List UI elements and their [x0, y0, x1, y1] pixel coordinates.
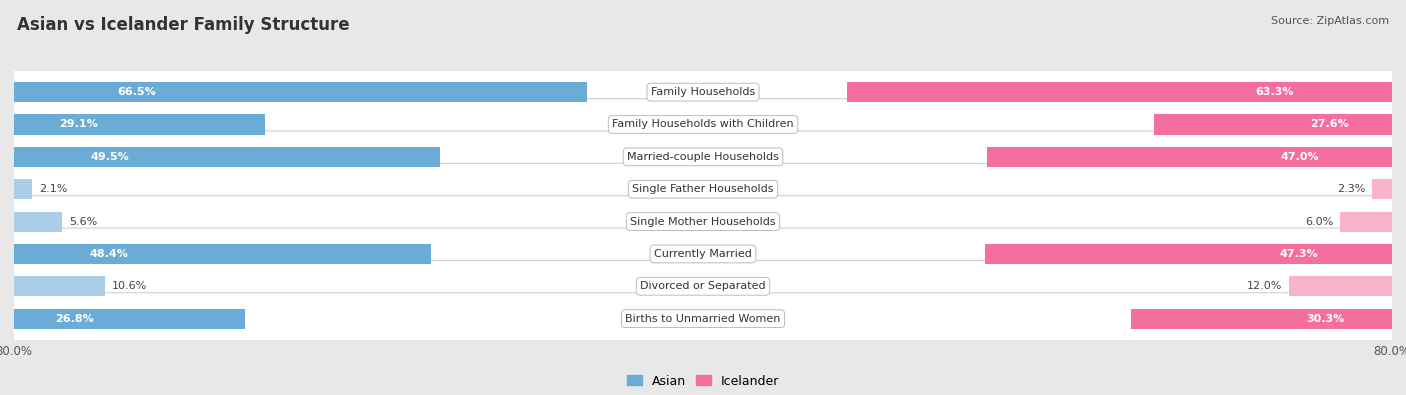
FancyBboxPatch shape [11, 293, 1395, 344]
Text: 63.3%: 63.3% [1256, 87, 1294, 97]
Text: Asian vs Icelander Family Structure: Asian vs Icelander Family Structure [17, 16, 350, 34]
Bar [14, 276, 105, 296]
Text: 27.6%: 27.6% [1310, 120, 1350, 130]
Text: Family Households with Children: Family Households with Children [612, 120, 794, 130]
Text: Married-couple Households: Married-couple Households [627, 152, 779, 162]
Bar [1372, 179, 1392, 199]
Text: Source: ZipAtlas.com: Source: ZipAtlas.com [1271, 16, 1389, 26]
Bar [14, 115, 264, 135]
Bar [14, 212, 62, 231]
Text: Single Mother Households: Single Mother Households [630, 216, 776, 227]
Text: 12.0%: 12.0% [1246, 281, 1282, 291]
Text: 26.8%: 26.8% [56, 314, 94, 324]
Text: Family Households: Family Households [651, 87, 755, 97]
Bar [14, 82, 586, 102]
Text: 29.1%: 29.1% [59, 120, 98, 130]
Bar [987, 147, 1392, 167]
Bar [1289, 276, 1392, 296]
Text: Currently Married: Currently Married [654, 249, 752, 259]
Text: 5.6%: 5.6% [69, 216, 97, 227]
Text: 48.4%: 48.4% [89, 249, 128, 259]
FancyBboxPatch shape [11, 99, 1395, 150]
Text: 10.6%: 10.6% [112, 281, 148, 291]
Bar [14, 147, 440, 167]
Bar [1340, 212, 1392, 231]
Text: Single Father Households: Single Father Households [633, 184, 773, 194]
Text: 2.1%: 2.1% [39, 184, 67, 194]
FancyBboxPatch shape [11, 260, 1395, 312]
Legend: Asian, Icelander: Asian, Icelander [621, 370, 785, 393]
Text: Divorced or Separated: Divorced or Separated [640, 281, 766, 291]
Text: 47.3%: 47.3% [1279, 249, 1319, 259]
Text: 66.5%: 66.5% [117, 87, 156, 97]
Text: 30.3%: 30.3% [1306, 314, 1346, 324]
Text: Births to Unmarried Women: Births to Unmarried Women [626, 314, 780, 324]
FancyBboxPatch shape [11, 196, 1395, 248]
FancyBboxPatch shape [11, 66, 1395, 118]
Bar [14, 179, 32, 199]
Text: 6.0%: 6.0% [1305, 216, 1333, 227]
Text: 49.5%: 49.5% [91, 152, 129, 162]
Bar [846, 82, 1392, 102]
FancyBboxPatch shape [11, 163, 1395, 215]
FancyBboxPatch shape [11, 228, 1395, 280]
Bar [1154, 115, 1392, 135]
Bar [14, 244, 430, 264]
Bar [1130, 308, 1392, 329]
Text: 47.0%: 47.0% [1281, 152, 1319, 162]
Bar [984, 244, 1392, 264]
Text: 2.3%: 2.3% [1337, 184, 1365, 194]
Bar [14, 308, 245, 329]
FancyBboxPatch shape [11, 131, 1395, 183]
